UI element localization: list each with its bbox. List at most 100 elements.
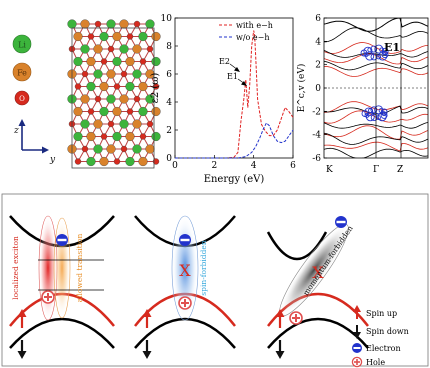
li-atom (151, 56, 161, 67)
li-atom (80, 44, 90, 54)
legend-o-atom (14, 90, 30, 106)
li-atom (125, 81, 135, 92)
exciton-bubble (368, 108, 373, 113)
fe-atom (73, 31, 83, 42)
o-atom (74, 83, 82, 90)
fe-atom (145, 144, 155, 154)
fe-atom (132, 119, 142, 129)
y-tick-label: -6 (312, 154, 321, 164)
fe-atom (93, 44, 103, 54)
o-atom (107, 45, 115, 53)
fe-atom (106, 69, 116, 79)
legend-fe-atom (12, 62, 32, 82)
li-atom (99, 106, 109, 117)
o-atom (120, 145, 128, 153)
li-atom (99, 31, 109, 42)
y-tick-label: 2 (315, 61, 321, 71)
electron-icon (56, 234, 68, 246)
legend-hole-icon (351, 356, 363, 368)
forbidden-x-mark: X (312, 263, 324, 282)
legend-electron-label: Electron (366, 344, 401, 353)
z-axis-label: z (13, 126, 19, 136)
kpoint-k-label: K (326, 165, 333, 175)
spin-up-arrow-icon (275, 309, 285, 328)
scheme-frame (1, 193, 429, 367)
element-legend: Li Fe O (12, 34, 32, 106)
localized-exciton-label: localized exciton (11, 236, 20, 300)
unit-cell-outline (71, 27, 155, 169)
o-atom (107, 120, 115, 128)
o-atom (126, 33, 134, 40)
y-tick-label: 0 (315, 84, 321, 94)
spectrum-series (175, 30, 294, 159)
o-atom (126, 108, 134, 115)
o-atom (87, 33, 95, 40)
fe-atom (151, 106, 161, 117)
li-atom (73, 56, 83, 67)
scheme-panel-momentum-forbidden: X momentum-forbidden (266, 216, 369, 359)
peak-e1-label: E1 (227, 72, 238, 81)
y-tick-label: 6 (166, 70, 172, 80)
exciton-bubble (375, 115, 381, 121)
li-atom (119, 119, 129, 129)
o-atom (152, 83, 160, 90)
o-atom (113, 158, 121, 165)
legend-fe-label: Fe (17, 69, 27, 78)
fe-atom (151, 31, 161, 42)
peak-e2-arrowhead-icon (234, 67, 240, 72)
fe-atom (125, 131, 135, 142)
allowed-transition-label: allowed transition (75, 233, 84, 302)
spectrum-legend: with e−h w/o e−h (219, 21, 273, 42)
y-tick-label: 8 (166, 42, 172, 52)
z-arrowhead-icon (18, 119, 26, 126)
fe-atom (80, 94, 90, 104)
valley-conduction-band (266, 231, 328, 261)
li-atom (132, 69, 142, 79)
x-tick-label: 6 (290, 161, 296, 171)
band-plot: -6 -4 -2 0 2 4 6 E^c,v (eV) K Γ Z E1 (296, 14, 429, 175)
o-atom (139, 58, 147, 65)
spin-down-arrow-icon (142, 340, 152, 359)
li-atom (86, 156, 96, 167)
spin-up-arrow-icon (17, 309, 27, 328)
legend-spin-up-icon (353, 305, 361, 319)
legend-electron-icon (352, 343, 362, 353)
legend-spin-down-label: Spin down (366, 327, 409, 336)
fe-atom (86, 131, 96, 142)
legend-without-eh-label: w/o e−h (236, 33, 270, 42)
o-atom (100, 133, 108, 140)
fe-atom (93, 119, 103, 129)
fe-atom (112, 31, 122, 42)
li-atom (73, 131, 83, 142)
y-tick-label: 4 (166, 98, 172, 108)
kpoint-z-label: Z (397, 165, 403, 175)
peak-e1-arrowhead-icon (241, 81, 247, 86)
li-atom (145, 94, 155, 104)
o-atom (74, 158, 82, 165)
exciton-bubble (370, 53, 378, 61)
y-tick-label: 4 (315, 37, 321, 47)
o-atom (87, 108, 95, 115)
fe-atom (138, 81, 148, 92)
exciton-bubble (381, 51, 389, 59)
y-tick-label: 0 (166, 154, 172, 164)
exciton-bubble (378, 51, 388, 61)
li-atom (138, 106, 148, 117)
spectrum-plot: 0 2 4 6 0 2 4 6 8 10 ε2 (ω) Energy (eV) with e−h … (150, 14, 296, 185)
x-tick-label: 4 (251, 161, 257, 171)
o-atom (146, 120, 154, 128)
fe-atom (106, 144, 116, 154)
spectrum-ticks: 0 2 4 6 0 2 4 6 8 10 (161, 14, 297, 171)
o-atom (100, 58, 108, 65)
exciton-bubble (364, 107, 374, 117)
scheme-panel-allowed: localized exciton allowed transition (9, 215, 115, 359)
exciton-bubble (380, 111, 388, 119)
hole-icon (178, 296, 192, 310)
crystal-atoms (67, 19, 161, 167)
hole-icon (289, 311, 303, 325)
exciton-bubble (380, 108, 388, 116)
fe-atom (145, 69, 155, 79)
exciton-bubble (363, 52, 369, 58)
legend-spin-down-icon (353, 325, 361, 339)
